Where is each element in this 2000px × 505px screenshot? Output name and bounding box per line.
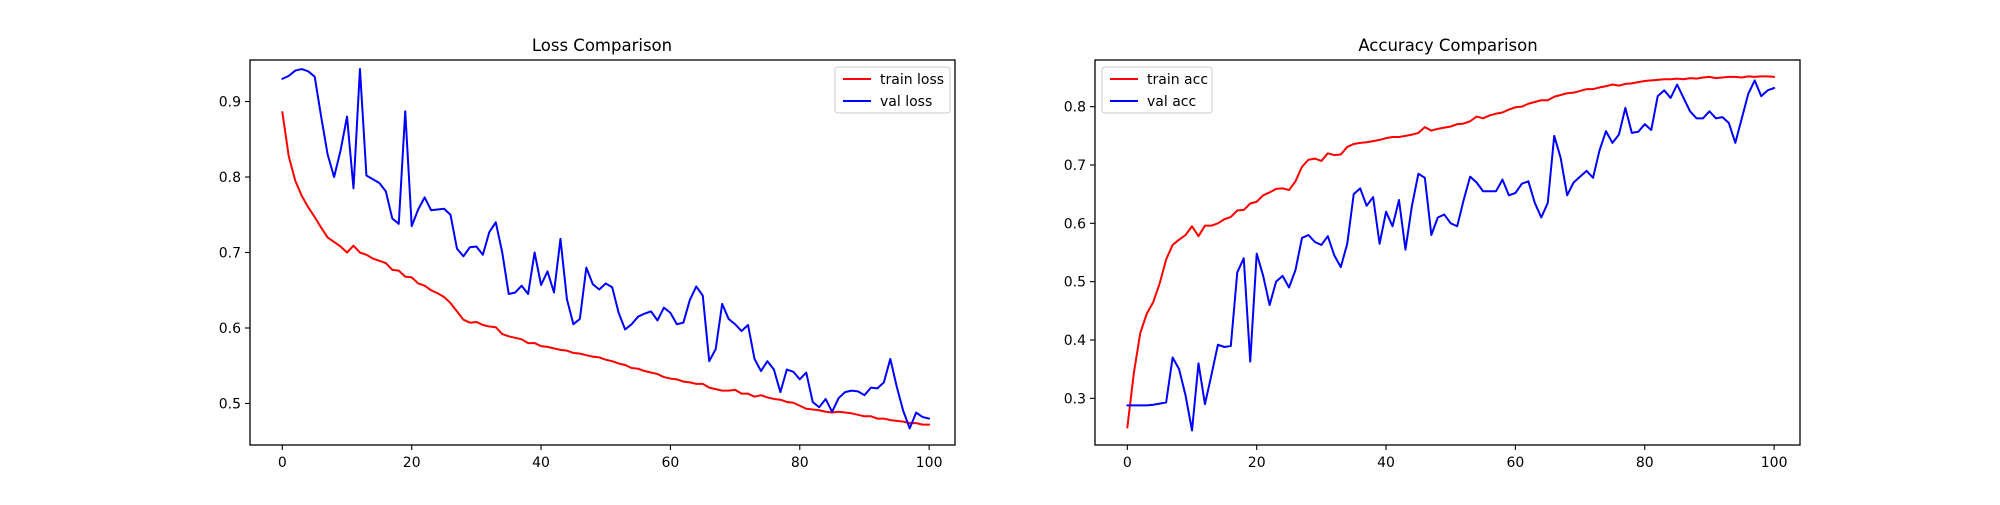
- y-tick-label: 0.5: [219, 396, 241, 412]
- y-tick-label: 0.5: [1064, 275, 1086, 291]
- x-tick-label: 0: [278, 455, 287, 471]
- legend-label-val-acc: val acc: [1147, 94, 1196, 110]
- y-tick-label: 0.3: [1064, 391, 1086, 407]
- accuracy-chart: Accuracy Comparison 0 20 40 60 80 100 0.3 0.4 0.…: [1064, 36, 1801, 471]
- axis-ticks: 0 20 40 60 80 100 0.5 0.6 0.7 0.8 0.9: [219, 95, 943, 471]
- y-tick-label: 0.6: [1064, 216, 1086, 232]
- x-tick-label: 40: [1377, 455, 1395, 471]
- series-line-val-loss: [281, 68, 931, 430]
- x-tick-label: 100: [916, 455, 943, 471]
- series-line-train-loss: [281, 111, 931, 426]
- legend-label-val-loss: val loss: [880, 94, 932, 110]
- legend-label-train-loss: train loss: [880, 72, 944, 88]
- y-tick-label: 0.8: [1064, 100, 1086, 116]
- chart-title: Loss Comparison: [532, 36, 672, 55]
- y-tick-label: 0.9: [219, 95, 241, 111]
- y-tick-label: 0.7: [1064, 158, 1086, 174]
- x-tick-label: 100: [1761, 455, 1788, 471]
- x-tick-label: 60: [1506, 455, 1524, 471]
- series-line-val-acc: [1126, 79, 1776, 432]
- chart-title: Accuracy Comparison: [1358, 36, 1537, 55]
- axis-ticks: 0 20 40 60 80 100 0.3 0.4 0.5 0.6 0.7 0.8: [1064, 100, 1788, 471]
- plot-area-frame: [1094, 59, 1801, 446]
- x-tick-label: 20: [403, 455, 421, 471]
- x-tick-label: 80: [791, 455, 809, 471]
- y-tick-label: 0.8: [219, 170, 241, 186]
- loss-chart: Loss Comparison 0 20 40 60 80 100 0.5 0.6 0.7 0.8…: [219, 36, 956, 471]
- legend: train loss val loss: [834, 66, 951, 114]
- y-tick-label: 0.4: [1064, 333, 1086, 349]
- legend: train acc val acc: [1101, 66, 1213, 114]
- y-tick-label: 0.7: [219, 246, 241, 262]
- series-lines: [281, 68, 931, 430]
- series-lines: [1126, 75, 1776, 432]
- x-tick-label: 20: [1248, 455, 1266, 471]
- x-tick-label: 0: [1123, 455, 1132, 471]
- legend-label-train-acc: train acc: [1147, 72, 1208, 88]
- x-tick-label: 60: [661, 455, 679, 471]
- x-tick-label: 80: [1636, 455, 1654, 471]
- series-line-train-acc: [1126, 75, 1776, 429]
- x-tick-label: 40: [532, 455, 550, 471]
- y-tick-label: 0.6: [219, 321, 241, 337]
